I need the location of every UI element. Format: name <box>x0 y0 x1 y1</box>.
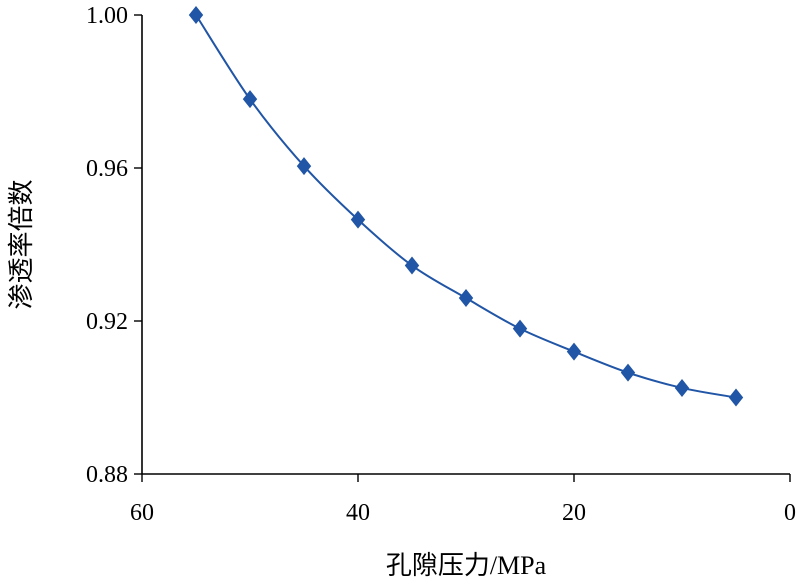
data-point-marker <box>674 378 690 397</box>
x-tick-label: 60 <box>130 500 154 526</box>
axes <box>141 15 790 475</box>
data-series <box>188 6 744 407</box>
data-point-marker <box>458 289 474 308</box>
x-tick-label: 0 <box>784 500 796 526</box>
data-point-marker <box>296 157 312 176</box>
y-tick-label: 0.88 <box>86 462 128 488</box>
y-axis-ticks: 1.00 0.96 0.92 0.88 <box>86 3 142 488</box>
y-tick-label: 0.92 <box>86 309 128 335</box>
series-curve <box>195 14 737 399</box>
data-point-marker <box>566 342 582 361</box>
y-tick-label: 1.00 <box>86 3 128 29</box>
series-markers <box>188 6 744 407</box>
data-point-marker <box>242 90 258 109</box>
y-tick-label: 0.96 <box>86 156 128 182</box>
data-point-marker <box>620 363 636 382</box>
y-axis-title: 渗透率倍数 <box>7 179 36 309</box>
data-point-marker <box>404 256 420 275</box>
data-point-marker <box>188 6 204 24</box>
x-axis-title: 孔隙压力/MPa <box>386 551 547 580</box>
data-point-marker <box>728 388 744 407</box>
x-tick-label: 40 <box>346 500 370 526</box>
x-tick-label: 20 <box>562 500 586 526</box>
data-point-marker <box>350 210 366 229</box>
data-point-marker <box>512 319 528 338</box>
x-axis-ticks: 60 40 20 0 <box>130 474 796 526</box>
